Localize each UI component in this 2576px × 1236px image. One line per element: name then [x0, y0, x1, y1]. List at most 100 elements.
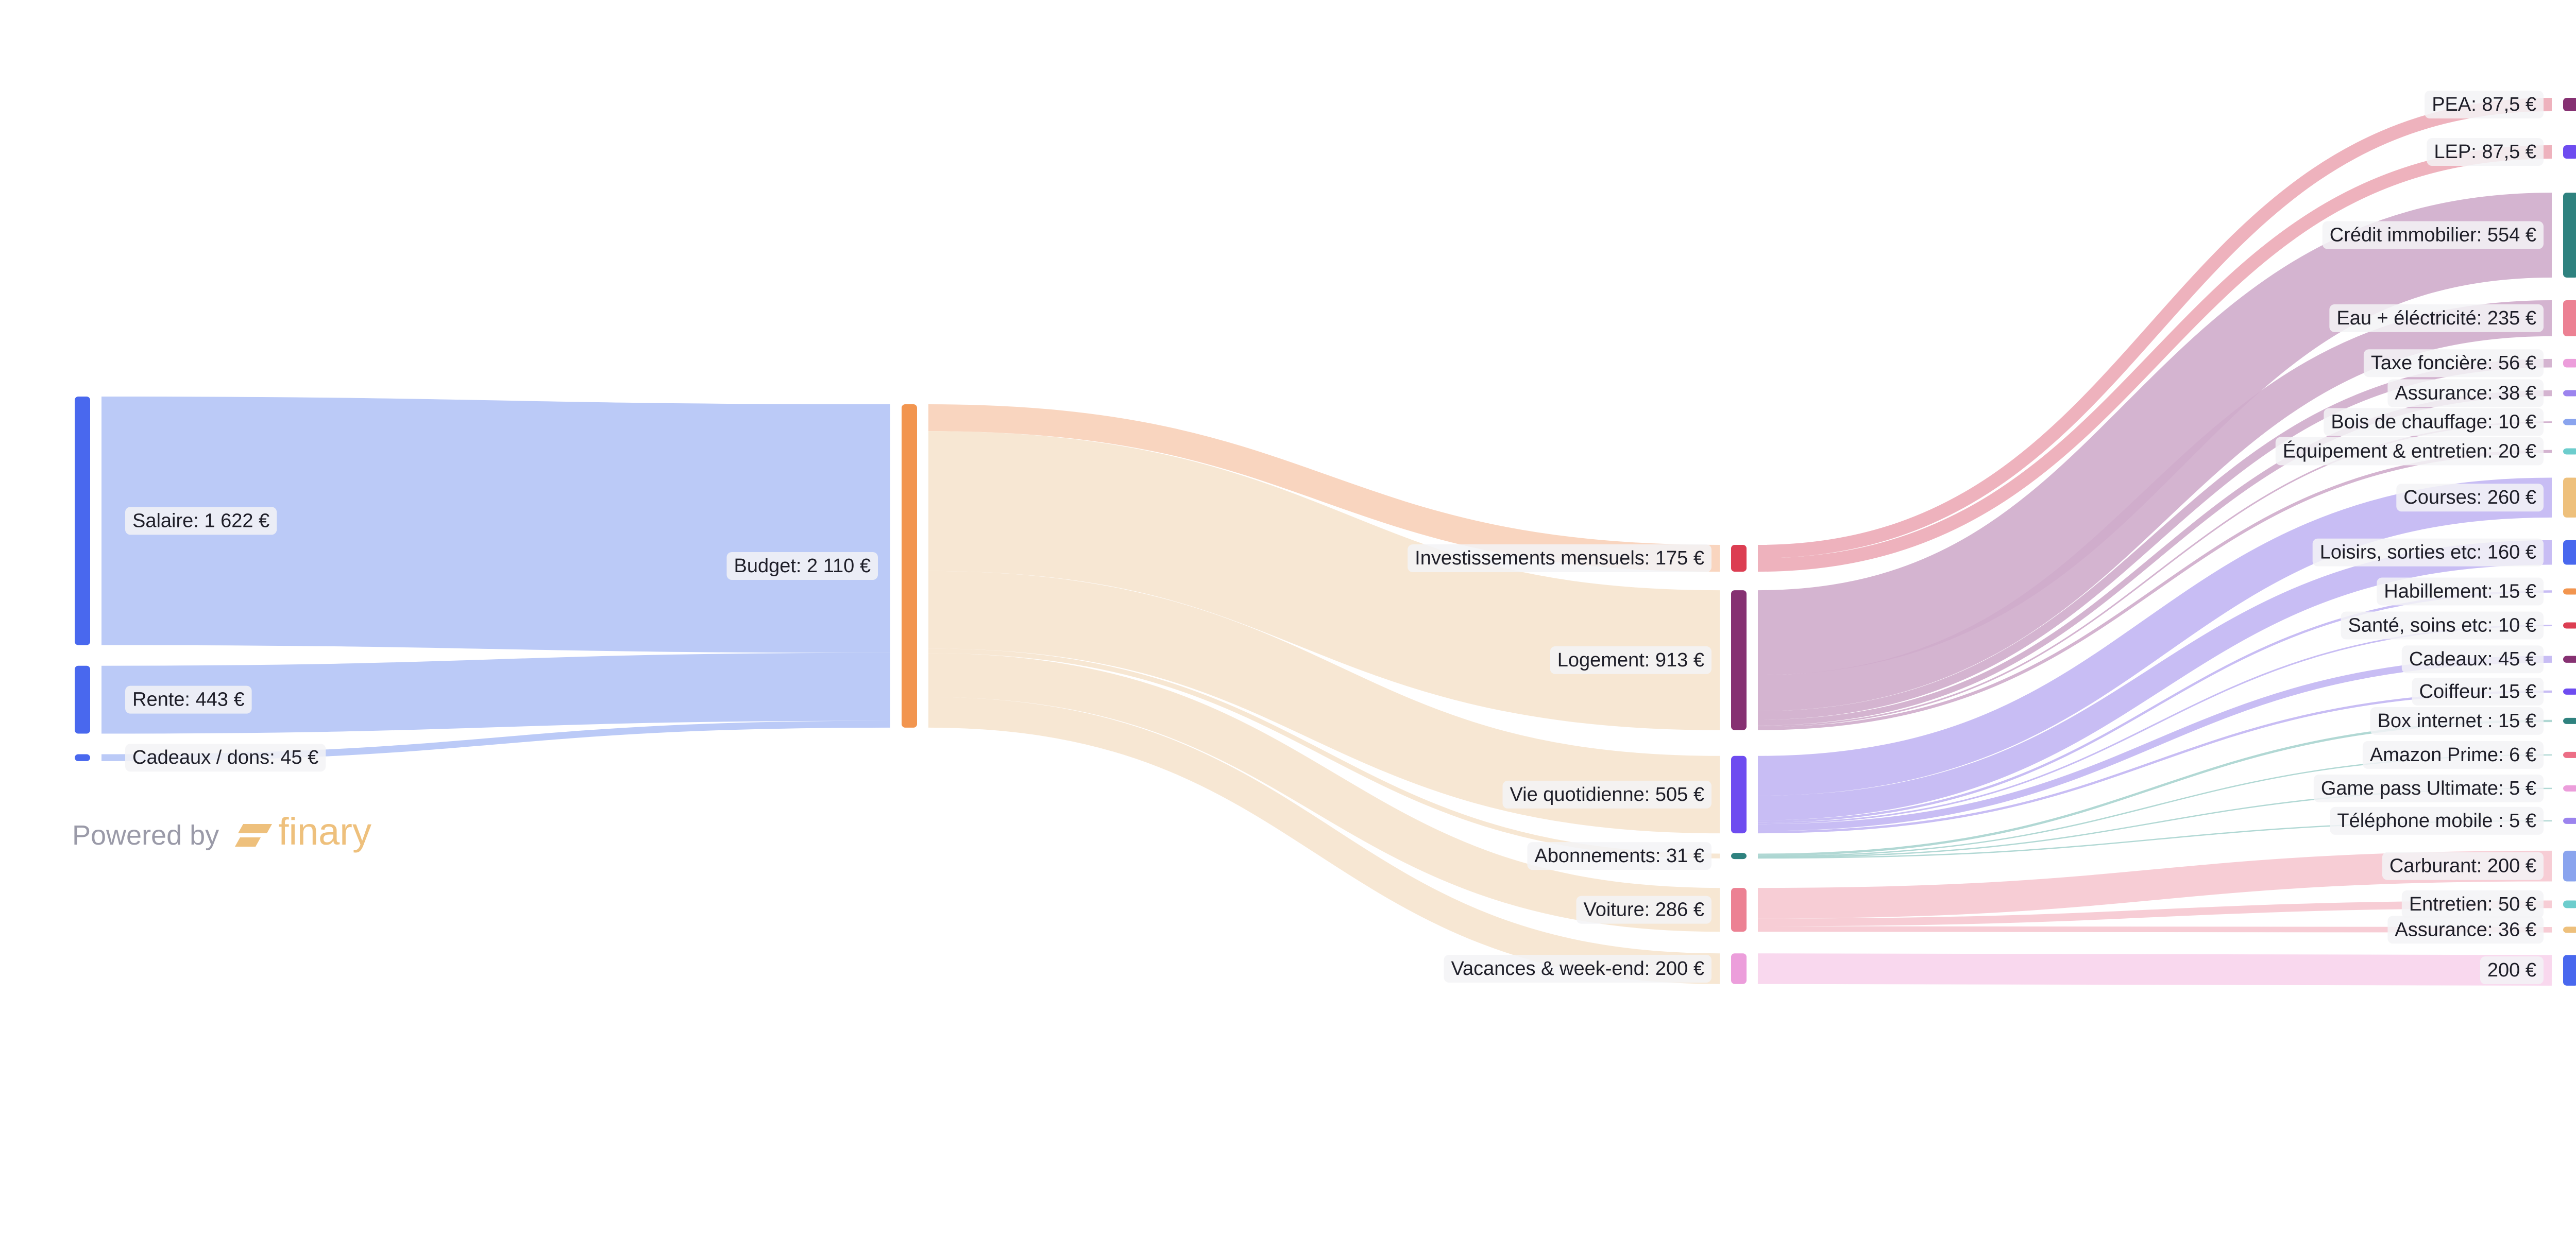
node-label-pea: PEA: 87,5 €: [2425, 91, 2544, 119]
node-label-text: Vie quotidienne: 505 €: [1510, 784, 1704, 805]
node-label-text: Logement: 913 €: [1557, 649, 1704, 671]
link-investissements-pea[interactable]: [1757, 98, 2552, 559]
node-label-vie: Vie quotidienne: 505 €: [1502, 780, 1711, 809]
labels-layer: Salaire: 1 622 € Rente: 443 € Cadeaux / do…: [125, 91, 2544, 985]
node-label-cadeaux: Cadeaux: 45 €: [2401, 645, 2544, 674]
node-label-credit: Crédit immobilier: 554 €: [2322, 221, 2544, 249]
node-pea[interactable]: [2563, 98, 2576, 112]
link-vacances-vac200[interactable]: [1757, 953, 2552, 986]
node-label-text: LEP: 87,5 €: [2434, 141, 2536, 163]
node-label-text: Habillement: 15 €: [2384, 581, 2536, 603]
node-habillement[interactable]: [2563, 588, 2576, 595]
node-label-text: Abonnements: 31 €: [1534, 845, 1704, 867]
node-label-bg: [2401, 645, 2544, 674]
node-label-telephone: Téléphone mobile : 5 €: [2330, 806, 2544, 835]
node-label-text: Amazon Prime: 6 €: [2370, 744, 2536, 766]
node-label-text: Courses: 260 €: [2403, 487, 2536, 508]
node-label-text: Rente: 443 €: [132, 689, 245, 711]
node-label-bg: [2387, 379, 2544, 407]
node-label-rente: Rente: 443 €: [125, 685, 252, 714]
node-label-bg: [2480, 956, 2544, 985]
link-rente-budget[interactable]: [101, 653, 891, 734]
node-eau[interactable]: [2563, 300, 2576, 336]
link-budget-voiture[interactable]: [928, 653, 1720, 932]
node-label-budget: Budget: 2 110 €: [726, 552, 878, 580]
node-logement[interactable]: [1731, 590, 1747, 730]
node-label-bois: Bois de chauffage: 10 €: [2324, 408, 2544, 436]
node-rente[interactable]: [75, 665, 90, 734]
node-label-voiture: Voiture: 286 €: [1576, 896, 1711, 924]
node-abonnements[interactable]: [1731, 853, 1747, 860]
node-label-investissements: Investissements mensuels: 175 €: [1408, 544, 1711, 573]
node-telephone[interactable]: [2563, 817, 2576, 824]
link-vie-coiffeur[interactable]: [1757, 690, 2552, 834]
node-label-lep: LEP: 87,5 €: [2427, 138, 2544, 166]
link-voiture-entretien[interactable]: [1757, 900, 2552, 926]
node-credit[interactable]: [2563, 193, 2576, 278]
node-label-assurance_log: Assurance: 38 €: [2387, 379, 2544, 407]
node-gamepass[interactable]: [2563, 785, 2576, 792]
node-label-bg: [2312, 538, 2544, 566]
node-label-vacances: Vacances & week-end: 200 €: [1444, 954, 1711, 983]
link-vie-courses[interactable]: [1757, 477, 2552, 796]
node-voiture[interactable]: [1731, 888, 1747, 932]
node-assurance_auto[interactable]: [2563, 926, 2576, 933]
node-label-text: PEA: 87,5 €: [2432, 94, 2536, 115]
node-budget[interactable]: [902, 404, 917, 728]
node-entretien[interactable]: [2563, 900, 2576, 908]
node-cadeaux[interactable]: [2563, 656, 2576, 663]
node-sante[interactable]: [2563, 622, 2576, 629]
node-salaire[interactable]: [75, 397, 90, 645]
node-assurance_log[interactable]: [2563, 390, 2576, 397]
finary-logo-icon: [235, 824, 272, 847]
node-lep[interactable]: [2563, 145, 2576, 159]
node-investissements[interactable]: [1731, 545, 1747, 572]
node-label-bg: [2363, 349, 2544, 377]
node-courses[interactable]: [2563, 477, 2576, 518]
node-label-text: Loisirs, sorties etc: 160 €: [2320, 542, 2536, 563]
link-logement-eau[interactable]: [1757, 300, 2552, 711]
node-label-bg: [125, 507, 277, 535]
node-amazon[interactable]: [2563, 751, 2576, 758]
node-label-text: Budget: 2 110 €: [734, 555, 871, 577]
node-label-logement: Logement: 913 €: [1550, 646, 1711, 674]
node-label-text: Taxe foncière: 56 €: [2371, 352, 2536, 374]
node-label-equipement: Équipement & entretien: 20 €: [2275, 437, 2544, 466]
link-vie-loisirs[interactable]: [1757, 540, 2552, 820]
link-vie-cadeaux[interactable]: [1757, 656, 2552, 831]
node-label-bg: [1408, 544, 1711, 573]
node-label-bg: [1502, 780, 1711, 809]
node-label-text: Assurance: 38 €: [2395, 383, 2536, 404]
link-budget-vacances[interactable]: [928, 697, 1720, 984]
link-logement-equipement[interactable]: [1757, 450, 2552, 730]
node-carburant[interactable]: [2563, 850, 2576, 882]
node-label-vac200: 200 €: [2480, 956, 2544, 985]
node-vacances[interactable]: [1731, 953, 1747, 984]
link-vie-habillement[interactable]: [1757, 590, 2552, 823]
node-label-text: Salaire: 1 622 €: [132, 510, 269, 531]
node-label-bg: [2382, 852, 2544, 880]
node-label-amazon: Amazon Prime: 6 €: [2362, 741, 2544, 769]
nodes-layer: [75, 98, 2576, 986]
node-bois[interactable]: [2563, 419, 2576, 425]
node-box[interactable]: [2563, 717, 2576, 724]
node-label-text: Cadeaux / dons: 45 €: [132, 747, 318, 768]
links-layer: [101, 98, 2552, 986]
link-logement-credit[interactable]: [1757, 193, 2552, 675]
powered-by-branding[interactable]: Powered by finary: [72, 810, 371, 853]
node-taxe[interactable]: [2563, 358, 2576, 368]
node-label-bg: [125, 744, 326, 772]
link-investissements-lep[interactable]: [1757, 145, 2552, 572]
node-label-text: Vacances & week-end: 200 €: [1451, 958, 1705, 980]
node-label-assurance_auto: Assurance: 36 €: [2387, 916, 2544, 944]
node-loisirs[interactable]: [2563, 540, 2576, 565]
node-vac200[interactable]: [2563, 955, 2576, 986]
node-label-box: Box internet : 15 €: [2370, 707, 2544, 735]
node-vie[interactable]: [1731, 756, 1747, 834]
node-equipement[interactable]: [2563, 448, 2576, 455]
node-label-courses: Courses: 260 €: [2396, 484, 2544, 512]
node-coiffeur[interactable]: [2563, 688, 2576, 695]
node-cadeaux_dons[interactable]: [75, 754, 90, 761]
node-label-bg: [2324, 408, 2544, 436]
